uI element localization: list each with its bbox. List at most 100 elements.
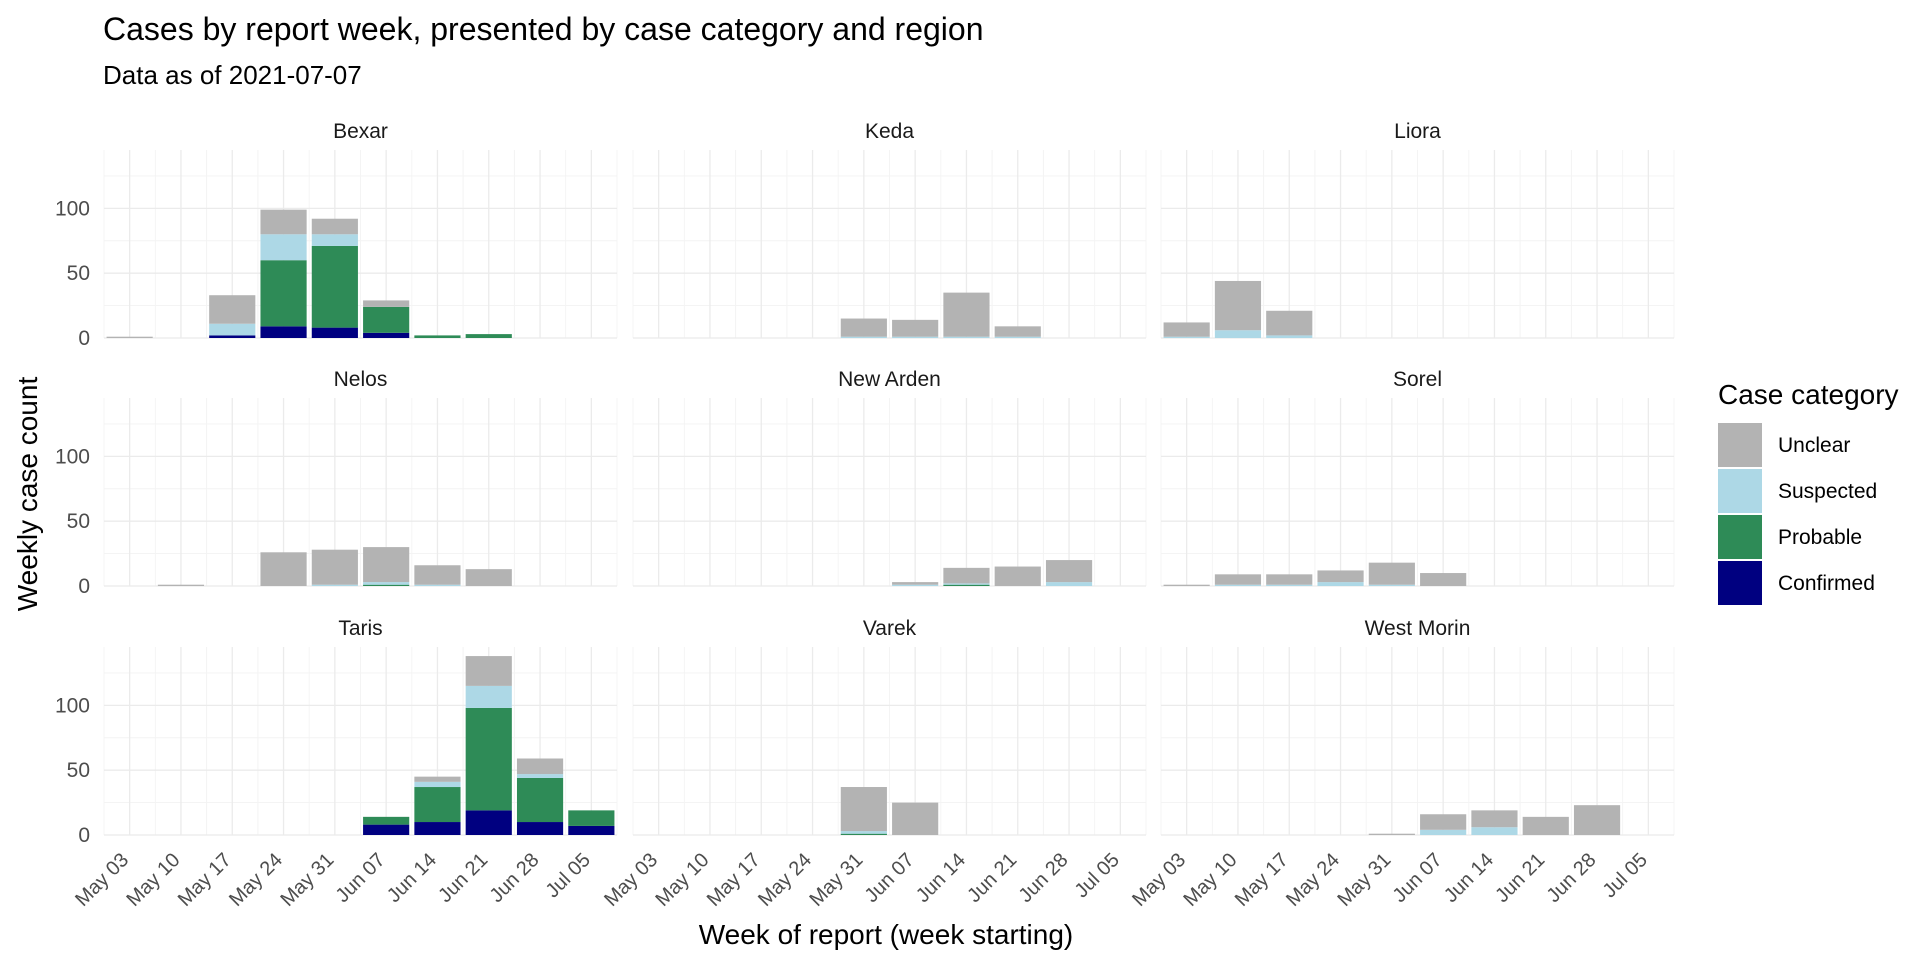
panel-strip-label: Taris — [338, 617, 382, 640]
bar-segment-unclear — [516, 758, 564, 775]
bar-segment-probable — [568, 810, 615, 826]
bar-segment-unclear — [892, 319, 939, 337]
x-tick-label: Jun 21 — [963, 849, 1021, 907]
bar-segment-unclear — [1266, 574, 1313, 585]
bar-segment-probable — [414, 787, 461, 823]
bar-segment-unclear — [260, 209, 307, 235]
bar-segment-unclear — [106, 336, 153, 338]
x-tick-label: Jun 14 — [383, 849, 441, 907]
y-tick-label: 100 — [55, 694, 90, 717]
panel-nelos: Nelos 0 50 100 — [55, 368, 618, 598]
x-tick-label: Jul 05 — [1071, 849, 1124, 902]
y-tick-label: 50 — [67, 262, 90, 285]
bar-segment-unclear — [1266, 310, 1313, 336]
y-axis-title: Weekly case count — [12, 377, 43, 612]
bar-segment-confirmed — [363, 332, 410, 338]
bar-segment-unclear — [260, 552, 307, 586]
legend-key-unclear — [1718, 423, 1762, 467]
bar-segment-unclear — [1163, 322, 1210, 337]
bar-segment-suspected — [1266, 335, 1313, 338]
bar-segment-probable — [363, 306, 410, 333]
panel-liora: Liora — [1160, 120, 1675, 339]
x-tick-label: Jun 28 — [486, 849, 544, 907]
x-tick-label: May 17 — [703, 849, 765, 911]
bar-segment-unclear — [157, 584, 205, 586]
panels-group: Bexar 0 50 100 Keda Liora Nelos 0 50 100 New Arden… — [55, 120, 1675, 911]
panel-strip-label: Nelos — [334, 368, 388, 391]
bar-segment-suspected — [943, 336, 990, 338]
bar-segment-confirmed — [260, 326, 307, 338]
bar-segment-suspected — [1214, 330, 1262, 338]
bar-segment-unclear — [1368, 562, 1415, 585]
bar-segment-unclear — [1573, 805, 1621, 835]
bar-segment-confirmed — [465, 810, 512, 835]
bar-segment-suspected — [414, 781, 461, 788]
legend-label: Suspected — [1778, 480, 1877, 503]
bar-segment-probable — [465, 707, 512, 811]
bar-segment-suspected — [516, 774, 564, 778]
bar-segment-suspected — [994, 336, 1041, 338]
legend-label: Probable — [1778, 526, 1862, 549]
x-tick-label: May 10 — [652, 849, 714, 911]
bar-segment-unclear — [414, 776, 461, 782]
bar-segment-unclear — [1163, 584, 1210, 586]
bar-segment-confirmed — [363, 824, 410, 835]
chart-subtitle: Data as of 2021-07-07 — [103, 60, 362, 90]
bar-segment-probable — [840, 833, 887, 835]
bar-segment-unclear — [892, 582, 939, 585]
legend-key-probable — [1718, 515, 1762, 559]
bar-segment-suspected — [465, 685, 512, 708]
x-tick-label: Jun 21 — [434, 849, 492, 907]
bar-segment-unclear — [1045, 560, 1093, 583]
y-tick-label: 100 — [55, 197, 90, 220]
x-tick-label: May 24 — [225, 849, 287, 911]
bar-segment-unclear — [311, 549, 358, 585]
y-tick-label: 0 — [78, 575, 90, 598]
x-tick-label: Jun 14 — [1440, 849, 1498, 907]
x-tick-label: May 03 — [71, 849, 133, 911]
bar-segment-probable — [943, 584, 990, 586]
bar-segment-probable — [363, 584, 410, 586]
bar-segment-unclear — [465, 656, 512, 686]
y-tick-label: 0 — [78, 824, 90, 847]
bar-segment-suspected — [1471, 827, 1518, 835]
bar-segment-suspected — [260, 234, 307, 261]
panel-strip-label: New Arden — [838, 368, 941, 391]
bar-segment-suspected — [1266, 584, 1313, 586]
x-tick-label: Jun 07 — [861, 849, 919, 907]
legend-title: Case category — [1718, 379, 1899, 410]
bar-segment-suspected — [209, 323, 256, 336]
bar-segment-confirmed — [414, 822, 461, 835]
x-tick-label: Jun 07 — [332, 849, 390, 907]
bar-segment-unclear — [363, 547, 410, 583]
bar-segment-unclear — [1214, 574, 1262, 585]
bar-segment-suspected — [363, 582, 410, 585]
x-tick-label: May 03 — [600, 849, 662, 911]
legend-key-confirmed — [1718, 561, 1762, 605]
panel-new-arden: New Arden — [632, 368, 1147, 587]
bar-segment-probable — [311, 245, 358, 328]
x-tick-label: Jun 21 — [1491, 849, 1549, 907]
bar-segment-suspected — [414, 584, 461, 586]
panel-bexar: Bexar 0 50 100 — [55, 120, 618, 350]
bar-segment-suspected — [1368, 584, 1415, 586]
x-tick-label: May 03 — [1128, 849, 1190, 911]
bar-segment-unclear — [943, 567, 990, 584]
panel-keda: Keda — [632, 120, 1147, 339]
bar-segment-unclear — [994, 326, 1041, 337]
x-tick-label: May 31 — [805, 849, 867, 911]
bar-segment-suspected — [892, 336, 939, 338]
bar-segment-suspected — [311, 234, 358, 246]
bar-segment-unclear — [1522, 816, 1569, 835]
bar-segment-probable — [414, 335, 461, 338]
bar-segment-unclear — [363, 300, 410, 307]
panel-strip-label: Liora — [1394, 120, 1441, 143]
y-tick-label: 50 — [67, 759, 90, 782]
bar-segment-confirmed — [311, 327, 358, 338]
bar-segment-suspected — [840, 831, 887, 834]
bar-segment-unclear — [892, 802, 939, 835]
x-tick-label: May 31 — [276, 849, 338, 911]
